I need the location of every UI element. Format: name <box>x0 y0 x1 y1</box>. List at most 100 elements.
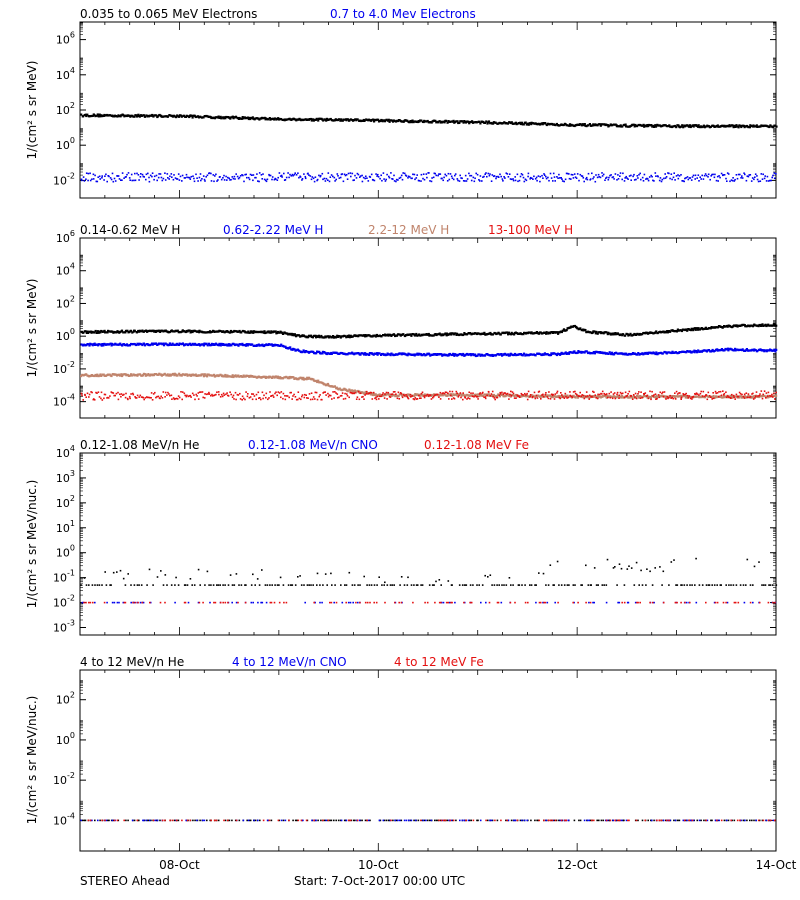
data-point <box>531 122 534 125</box>
data-point <box>501 584 503 586</box>
data-point <box>612 123 615 126</box>
data-point <box>311 398 314 401</box>
data-point <box>685 392 687 395</box>
data-point <box>142 396 144 399</box>
data-point <box>94 329 97 333</box>
data-point <box>100 344 103 347</box>
data-point <box>423 395 425 397</box>
data-point <box>259 344 262 347</box>
data-point <box>639 395 642 398</box>
data-point <box>496 332 499 335</box>
data-point <box>229 343 232 346</box>
data-point <box>93 114 96 117</box>
data-point <box>713 176 716 179</box>
data-point <box>260 601 262 604</box>
data-point <box>694 328 697 331</box>
plot-frame-electrons <box>79 21 777 199</box>
data-point <box>113 394 115 397</box>
data-point <box>771 176 773 179</box>
data-point <box>530 331 533 334</box>
data-point <box>607 396 609 399</box>
data-point <box>418 180 421 182</box>
data-point <box>83 343 86 346</box>
data-point <box>730 124 734 127</box>
data-point <box>136 394 139 397</box>
data-point <box>730 179 733 181</box>
data-point <box>201 343 204 346</box>
data-point <box>353 352 356 355</box>
data-point <box>419 397 421 399</box>
data-point <box>631 396 634 399</box>
data-point <box>136 584 139 586</box>
data-point <box>731 179 734 182</box>
data-point <box>169 175 171 178</box>
data-point <box>321 336 324 339</box>
data-point <box>534 178 537 180</box>
data-point <box>775 125 778 128</box>
data-point <box>301 351 304 354</box>
data-point <box>313 352 316 355</box>
data-point <box>287 584 290 586</box>
data-point <box>584 350 587 353</box>
data-point <box>174 177 177 179</box>
data-point <box>219 330 222 333</box>
data-point <box>418 394 420 397</box>
data-point <box>428 394 430 396</box>
data-point <box>100 329 103 333</box>
data-point <box>223 179 226 181</box>
data-point <box>131 331 134 334</box>
data-point <box>468 353 471 356</box>
data-point <box>125 374 128 377</box>
data-point <box>154 342 158 345</box>
data-point <box>140 396 143 398</box>
data-point <box>585 125 588 128</box>
data-point <box>242 117 245 120</box>
data-point <box>664 396 667 399</box>
data-point <box>211 393 213 396</box>
data-point <box>397 395 400 398</box>
data-point <box>127 114 130 117</box>
data-point <box>174 584 176 586</box>
data-point <box>529 584 531 586</box>
data-point <box>486 353 490 356</box>
data-point <box>428 353 431 356</box>
data-point <box>207 115 210 118</box>
data-point <box>188 176 191 179</box>
data-point <box>709 327 712 330</box>
data-point <box>589 178 592 180</box>
data-point <box>642 123 645 126</box>
data-point <box>319 352 322 355</box>
data-point <box>583 123 586 126</box>
data-point <box>126 173 128 176</box>
data-point <box>301 395 303 398</box>
data-point <box>226 344 229 347</box>
data-point <box>258 172 261 174</box>
data-point <box>527 331 530 334</box>
data-point <box>560 396 563 399</box>
data-point <box>380 335 383 338</box>
data-point <box>245 331 248 334</box>
data-point <box>193 180 196 183</box>
data-point <box>665 331 668 334</box>
data-point <box>421 584 424 586</box>
data-point <box>436 333 439 336</box>
data-point <box>216 391 218 393</box>
data-point <box>190 396 192 398</box>
data-point <box>775 584 778 586</box>
data-point <box>178 179 181 181</box>
data-point <box>186 115 189 118</box>
data-point <box>309 398 312 401</box>
data-point <box>655 398 657 400</box>
data-point <box>647 123 650 127</box>
data-point <box>601 390 604 393</box>
data-point <box>510 584 512 586</box>
data-point <box>170 173 173 175</box>
data-point <box>428 172 430 174</box>
data-point <box>448 398 450 400</box>
data-point <box>548 391 550 393</box>
data-point <box>772 394 775 397</box>
data-point <box>751 177 754 179</box>
data-point <box>306 584 309 586</box>
data-point <box>525 179 528 182</box>
data-point <box>566 124 569 127</box>
